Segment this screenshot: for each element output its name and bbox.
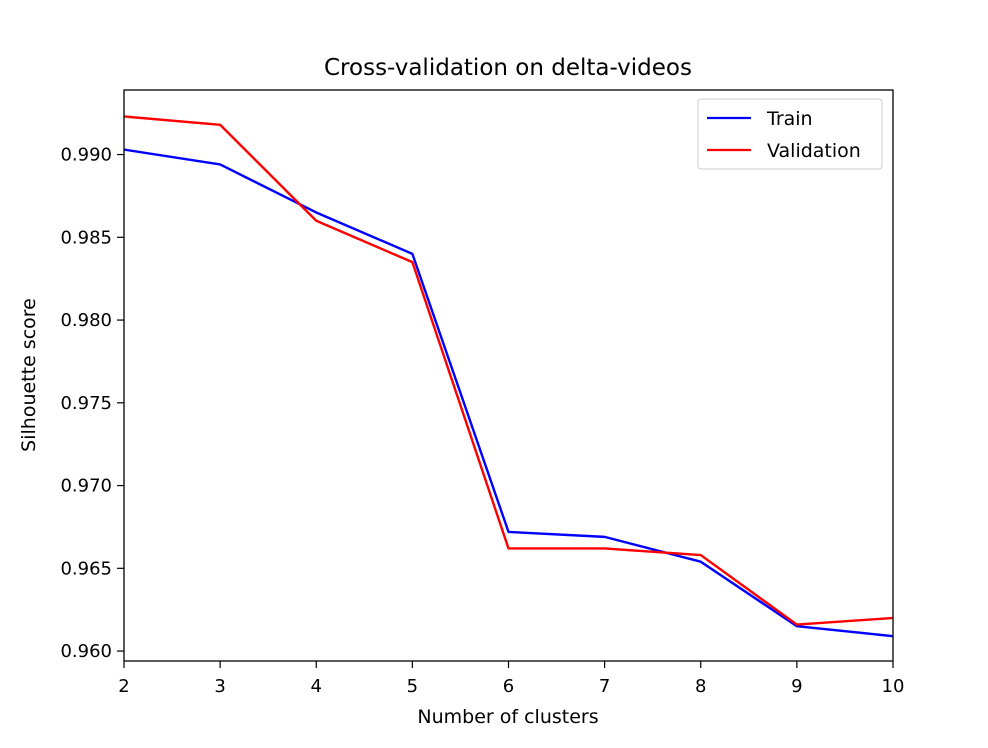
- plot-lines: [123, 115, 894, 638]
- x-tick-label: 2: [118, 676, 129, 697]
- y-tick-label: 0.975: [60, 393, 112, 414]
- x-tick-label: 8: [695, 676, 706, 697]
- y-tick-label: 0.960: [60, 641, 112, 662]
- y-tick-label: 0.980: [60, 310, 112, 331]
- legend-label-train: Train: [766, 108, 813, 130]
- legend: Train Validation: [697, 98, 883, 170]
- chart-title: Cross-validation on delta-videos: [324, 55, 692, 81]
- y-tick-label: 0.965: [60, 558, 112, 579]
- x-tick-label: 6: [503, 676, 514, 697]
- x-axis-ticks: 2 3 4 5 6 7 8 9 10: [118, 661, 904, 697]
- x-axis-label: Number of clusters: [417, 706, 598, 728]
- x-tick-label: 10: [882, 676, 905, 697]
- x-tick-label: 5: [407, 676, 418, 697]
- x-tick-label: 7: [599, 676, 610, 697]
- y-axis-label: Silhouette score: [18, 298, 40, 452]
- x-tick-label: 4: [311, 676, 322, 697]
- x-tick-label: 9: [791, 676, 802, 697]
- legend-label-validation: Validation: [767, 140, 861, 162]
- plot-frame: [123, 89, 894, 662]
- y-axis-ticks: 0.960 0.965 0.970 0.975 0.980 0.985 0.990: [60, 145, 124, 662]
- y-tick-label: 0.970: [60, 476, 112, 497]
- x-tick-label: 3: [214, 676, 225, 697]
- legend-box: [697, 98, 883, 170]
- y-tick-label: 0.985: [60, 227, 112, 248]
- series-line-train: [123, 148, 894, 638]
- y-tick-label: 0.990: [60, 145, 112, 166]
- series-line-validation: [123, 115, 894, 626]
